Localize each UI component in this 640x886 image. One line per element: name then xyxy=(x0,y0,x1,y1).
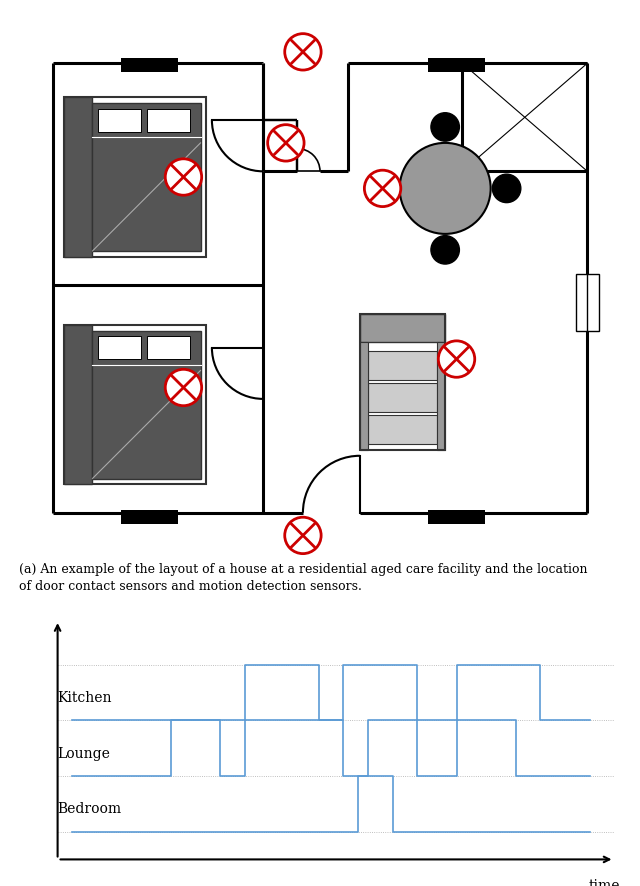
Circle shape xyxy=(285,517,321,554)
Circle shape xyxy=(369,175,398,203)
Bar xyxy=(92,330,200,478)
Bar xyxy=(428,509,485,524)
Text: Kitchen: Kitchen xyxy=(58,691,112,705)
Circle shape xyxy=(431,236,460,264)
Circle shape xyxy=(492,175,521,203)
Circle shape xyxy=(285,34,321,70)
Bar xyxy=(64,325,92,485)
Bar xyxy=(369,415,436,445)
Bar xyxy=(369,383,436,412)
Bar xyxy=(360,314,445,450)
Bar xyxy=(360,342,369,450)
Bar xyxy=(147,337,190,359)
Text: of door contact sensors and motion detection sensors.: of door contact sensors and motion detec… xyxy=(19,580,362,594)
Circle shape xyxy=(431,113,460,141)
Bar xyxy=(98,337,141,359)
Bar xyxy=(64,97,92,257)
Circle shape xyxy=(438,341,475,377)
Bar xyxy=(369,351,436,380)
Bar xyxy=(576,274,599,330)
Bar xyxy=(436,342,445,450)
Circle shape xyxy=(399,143,491,234)
Circle shape xyxy=(268,125,304,161)
Bar xyxy=(428,58,485,72)
Circle shape xyxy=(165,159,202,195)
Bar xyxy=(64,325,206,485)
Text: (a) An example of the layout of a house at a residential aged care facility and : (a) An example of the layout of a house … xyxy=(19,563,588,576)
Bar xyxy=(147,109,190,131)
Bar xyxy=(64,97,206,257)
Circle shape xyxy=(364,170,401,206)
Bar xyxy=(98,109,141,131)
Bar xyxy=(360,314,445,342)
Text: Bedroom: Bedroom xyxy=(58,803,122,816)
Text: time: time xyxy=(589,879,620,886)
Bar xyxy=(92,103,200,251)
Bar xyxy=(121,58,178,72)
Circle shape xyxy=(165,369,202,406)
Text: Lounge: Lounge xyxy=(58,747,111,761)
Bar xyxy=(121,509,178,524)
